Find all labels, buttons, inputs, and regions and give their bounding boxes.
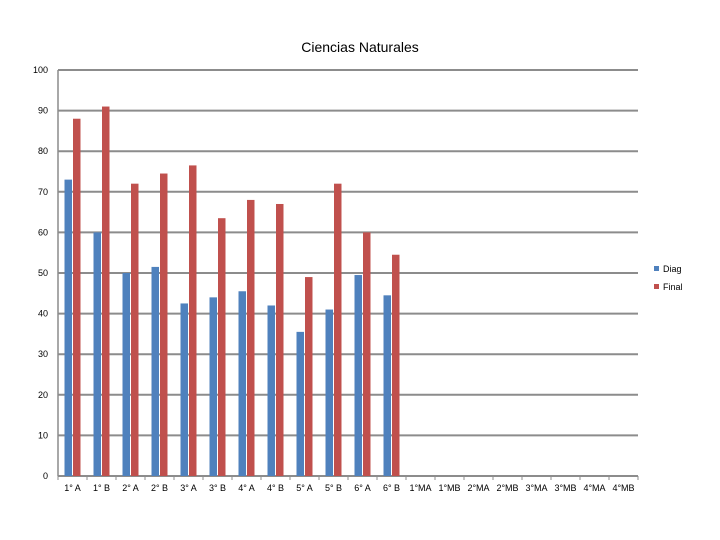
x-tick-label: 4°MA bbox=[583, 483, 605, 493]
x-tick-label: 3°MA bbox=[525, 483, 547, 493]
bar-diag bbox=[383, 295, 391, 476]
bar-diag bbox=[354, 275, 362, 476]
bar-final bbox=[218, 218, 226, 476]
y-tick-label: 70 bbox=[38, 187, 48, 197]
bars bbox=[64, 106, 400, 477]
y-tick-label: 20 bbox=[38, 390, 48, 400]
y-tick-label: 0 bbox=[43, 471, 48, 481]
gridlines bbox=[57, 69, 639, 480]
y-tick-label: 30 bbox=[38, 349, 48, 359]
legend-swatch-diag bbox=[654, 266, 659, 271]
legend-label-diag: Diag bbox=[663, 264, 682, 274]
y-tick-label: 40 bbox=[38, 309, 48, 319]
x-tick-label: 3° A bbox=[180, 483, 197, 493]
x-tick-label: 4°MB bbox=[612, 483, 634, 493]
bar-diag bbox=[209, 297, 217, 476]
x-tick-label: 4° B bbox=[267, 483, 284, 493]
x-axis-ticks: 1° A 1° B 2° A 2° B 3° A 3° B 4° A 4° B 5° A 5° B… bbox=[64, 483, 634, 493]
y-tick-label: 90 bbox=[38, 106, 48, 116]
bar-diag bbox=[267, 305, 275, 476]
bar-final bbox=[305, 277, 313, 476]
x-tick-label: 5° A bbox=[296, 483, 313, 493]
bar-final bbox=[73, 118, 81, 476]
x-tick-label: 2° B bbox=[151, 483, 168, 493]
y-tick-label: 60 bbox=[38, 227, 48, 237]
bar-diag bbox=[325, 309, 333, 476]
x-tick-label: 2°MB bbox=[496, 483, 518, 493]
y-tick-label: 100 bbox=[33, 65, 48, 75]
chart-title: Ciencias Naturales bbox=[301, 39, 419, 55]
x-tick-label: 3° B bbox=[209, 483, 226, 493]
bar-diag bbox=[296, 331, 304, 476]
x-tick-label: 1°MB bbox=[438, 483, 460, 493]
x-tick-label: 5° B bbox=[325, 483, 342, 493]
bar-diag bbox=[180, 303, 188, 476]
bar-diag bbox=[64, 179, 72, 476]
bar-diag bbox=[151, 266, 159, 476]
y-tick-label: 80 bbox=[38, 146, 48, 156]
x-tick-label: 2°MA bbox=[467, 483, 489, 493]
bar-final bbox=[131, 183, 139, 476]
bar-diag bbox=[122, 273, 130, 476]
bar-diag bbox=[238, 291, 246, 476]
bar-final bbox=[247, 199, 255, 477]
y-axis-ticks: 0 10 20 30 40 50 60 70 80 90 100 bbox=[33, 65, 48, 481]
x-tick-label: 3°MB bbox=[554, 483, 576, 493]
x-tick-label: 4° A bbox=[238, 483, 255, 493]
x-tick-label: 6° A bbox=[354, 483, 371, 493]
bar-final bbox=[102, 106, 110, 476]
x-tick-label: 6° B bbox=[383, 483, 400, 493]
x-tick-label: 1°MA bbox=[409, 483, 431, 493]
bar-diag bbox=[93, 232, 101, 476]
bar-final bbox=[189, 165, 197, 476]
legend-swatch-final bbox=[654, 284, 659, 289]
x-tick-label: 1° A bbox=[64, 483, 81, 493]
bar-final bbox=[363, 232, 371, 476]
y-tick-label: 10 bbox=[38, 430, 48, 440]
bar-final bbox=[392, 254, 400, 476]
x-tick-label: 1° B bbox=[93, 483, 110, 493]
legend-label-final: Final bbox=[663, 282, 683, 292]
legend: Diag Final bbox=[654, 264, 683, 292]
bar-final bbox=[334, 183, 342, 476]
bar-final bbox=[160, 173, 168, 476]
y-tick-label: 50 bbox=[38, 268, 48, 278]
x-tick-label: 2° A bbox=[122, 483, 139, 493]
bar-final bbox=[276, 203, 284, 477]
